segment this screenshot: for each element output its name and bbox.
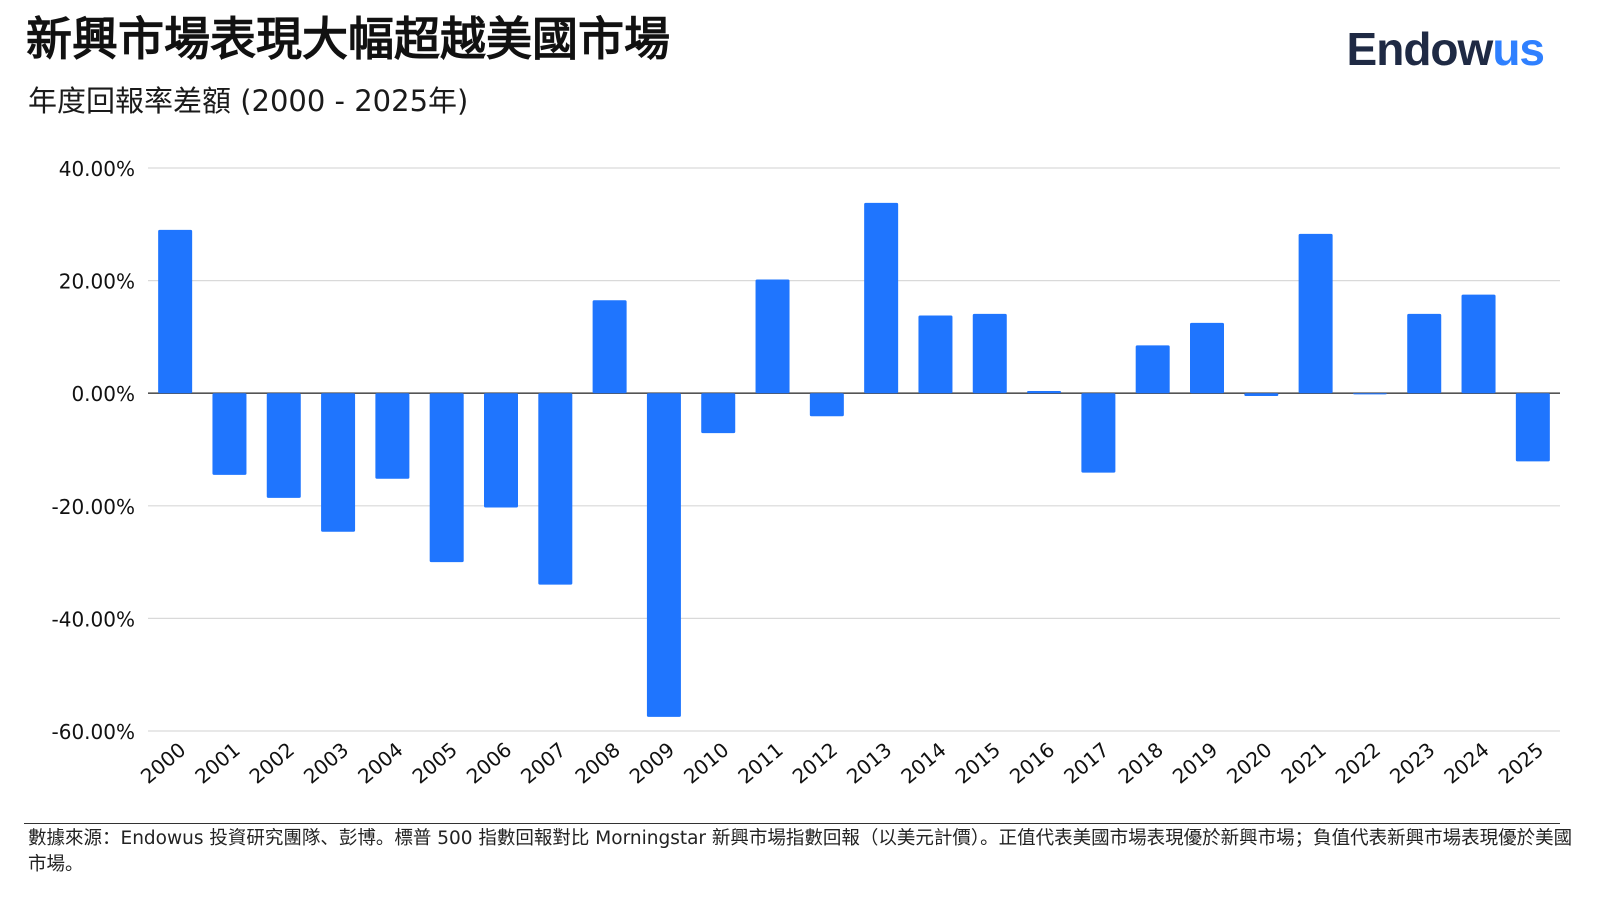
bar-2024 xyxy=(1461,294,1496,394)
bar-2025 xyxy=(1515,393,1550,462)
x-tick-label: 2008 xyxy=(570,737,624,788)
bar-2008 xyxy=(592,300,627,394)
bar-2007 xyxy=(538,393,573,585)
y-tick-label: -20.00% xyxy=(52,495,135,519)
x-tick-label: 2013 xyxy=(842,737,896,788)
bar-2015 xyxy=(972,313,1007,394)
bar-2005 xyxy=(429,393,464,563)
bar-2009 xyxy=(646,393,681,717)
bar-2001 xyxy=(212,393,247,475)
bar-2022 xyxy=(1352,393,1387,395)
y-tick-label: 20.00% xyxy=(59,270,135,294)
bar-chart: 40.00% 20.00% 0.00% -20.00% -40.00% -60.00% 2… xyxy=(52,157,1560,789)
bar-2019 xyxy=(1190,322,1224,394)
bar-2016 xyxy=(1027,390,1062,394)
x-tick-label: 2006 xyxy=(462,737,516,788)
logo-text-main: Endow xyxy=(1346,23,1494,75)
x-tick-label: 2011 xyxy=(733,737,787,788)
x-tick-label: 2020 xyxy=(1222,737,1276,788)
bar-2020 xyxy=(1244,393,1279,397)
x-axis-ticks: 2000 2001 2002 2003 2004 2005 2006 2007 2008 2009… xyxy=(136,737,1548,788)
x-tick-label: 2019 xyxy=(1168,737,1222,788)
endowus-logo: Endowus xyxy=(1346,23,1545,75)
x-tick-label: 2010 xyxy=(679,737,733,788)
x-tick-label: 2009 xyxy=(625,737,679,788)
bar-2014 xyxy=(918,315,953,394)
y-tick-label: 0.00% xyxy=(71,382,135,406)
bar-2006 xyxy=(484,393,518,508)
bar-2018 xyxy=(1135,345,1170,394)
bar-2012 xyxy=(809,393,844,417)
x-tick-label: 2017 xyxy=(1059,737,1113,788)
logo-text-accent: us xyxy=(1492,23,1545,75)
x-tick-label: 2002 xyxy=(245,737,299,788)
y-tick-label: -60.00% xyxy=(52,720,135,744)
x-tick-label: 2023 xyxy=(1385,737,1439,788)
x-tick-label: 2001 xyxy=(190,737,244,788)
bar-2004 xyxy=(375,393,410,479)
bar-2023 xyxy=(1407,313,1442,394)
x-tick-label: 2005 xyxy=(407,737,461,788)
bar-2021 xyxy=(1298,233,1333,394)
x-tick-label: 2012 xyxy=(788,737,842,788)
x-tick-label: 2015 xyxy=(951,737,1005,788)
bar-2017 xyxy=(1081,393,1116,473)
x-tick-label: 2016 xyxy=(1005,737,1059,788)
x-tick-label: 2007 xyxy=(516,737,570,788)
y-axis-ticks: 40.00% 20.00% 0.00% -20.00% -40.00% -60.00% xyxy=(52,157,135,744)
footer-divider xyxy=(24,823,1560,824)
x-tick-label: 2022 xyxy=(1331,737,1385,788)
bar-2011 xyxy=(755,279,790,394)
x-tick-label: 2000 xyxy=(136,737,190,788)
y-tick-label: 40.00% xyxy=(59,157,135,181)
bars xyxy=(158,202,1550,717)
gridlines xyxy=(148,167,1560,732)
x-tick-label: 2024 xyxy=(1439,737,1493,788)
bar-2000 xyxy=(158,229,193,394)
x-tick-label: 2003 xyxy=(299,737,353,788)
x-tick-label: 2018 xyxy=(1113,737,1167,788)
chart-subtitle: 年度回報率差額 (2000 - 2025年) xyxy=(28,84,469,118)
x-tick-label: 2021 xyxy=(1276,737,1330,788)
chart-title: 新興市場表現大幅超越美國市場 xyxy=(26,12,670,66)
x-tick-label: 2025 xyxy=(1494,737,1548,788)
bar-2010 xyxy=(701,393,736,434)
source-footnote: 數據來源：Endowus 投資研究團隊、彭博。標普 500 指數回報對比 Mor… xyxy=(28,828,1573,875)
x-tick-label: 2004 xyxy=(353,737,407,788)
bar-2013 xyxy=(864,202,899,394)
bar-2003 xyxy=(321,393,356,532)
y-tick-label: -40.00% xyxy=(52,607,135,631)
bar-2002 xyxy=(266,393,301,498)
x-tick-label: 2014 xyxy=(896,737,950,788)
